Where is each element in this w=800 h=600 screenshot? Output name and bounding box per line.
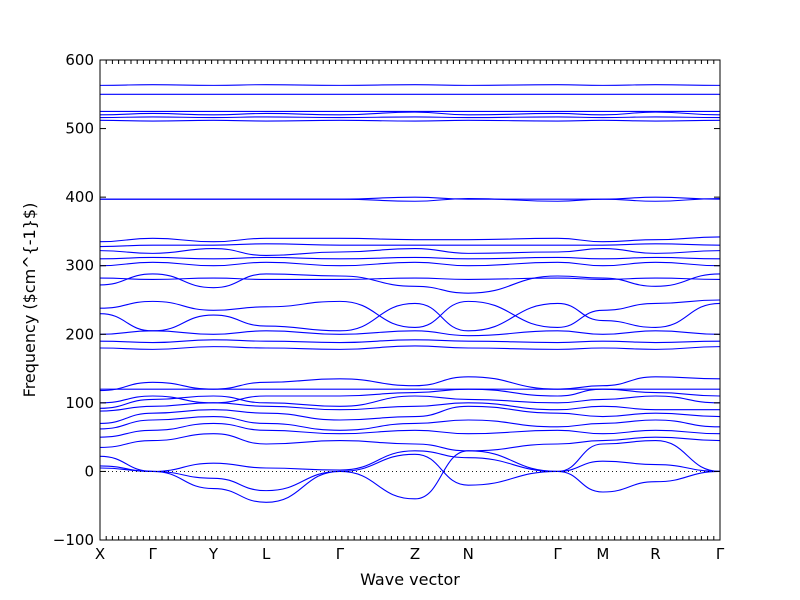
y-tick-label: 0 xyxy=(84,462,94,480)
band-line-10 xyxy=(99,388,721,404)
band-lines xyxy=(99,84,721,503)
y-tick-label: −100 xyxy=(53,531,94,549)
band-line-26 xyxy=(100,197,721,202)
x-tick-label: R xyxy=(650,545,660,563)
band-line-2 xyxy=(99,450,721,500)
band-line-18 xyxy=(99,273,721,294)
band-line-23 xyxy=(99,243,721,248)
x-tick-label: Γ xyxy=(553,545,562,563)
band-line-17 xyxy=(99,299,721,328)
y-tick-label: 200 xyxy=(65,325,94,343)
band-line-32 xyxy=(99,84,721,86)
band-line-19 xyxy=(99,277,721,280)
x-tick-label: N xyxy=(463,545,474,563)
band-line-13 xyxy=(99,345,721,350)
x-tick-label: M xyxy=(596,545,609,563)
band-line-14 xyxy=(99,339,721,344)
y-tick-label: 100 xyxy=(65,394,94,412)
x-tick-label: Z xyxy=(410,545,420,563)
y-tick-label: 300 xyxy=(65,257,94,275)
x-tick-label: Γ xyxy=(149,545,158,563)
plot-frame xyxy=(99,59,721,541)
x-tick-label: Y xyxy=(208,545,219,563)
band-line-24 xyxy=(99,236,721,243)
band-line-28 xyxy=(99,116,721,119)
band-line-4 xyxy=(99,433,721,452)
x-tick-label: Γ xyxy=(336,545,345,563)
band-line-9 xyxy=(99,395,721,409)
band-line-29 xyxy=(99,111,721,116)
x-tick-label: Γ xyxy=(716,545,725,563)
band-line-3 xyxy=(99,440,721,503)
band-line-20 xyxy=(99,261,721,267)
band-line-8 xyxy=(99,402,721,412)
band-line-21 xyxy=(99,256,721,260)
band-line-11 xyxy=(99,376,721,392)
x-axis-title: Wave vector xyxy=(360,570,460,589)
band-line-27 xyxy=(99,119,721,122)
y-tick-label: 600 xyxy=(65,51,94,69)
band-line-6 xyxy=(99,416,721,431)
band-line-5 xyxy=(99,422,721,438)
band-line-15 xyxy=(99,330,721,337)
y-tick-label: 400 xyxy=(65,188,94,206)
band-line-7 xyxy=(99,405,721,424)
x-tick-label: L xyxy=(262,545,271,563)
y-axis-ticks: −100 0 100 200 300 400 500 600 xyxy=(53,51,720,549)
y-axis-title: Frequency ($cm^{-1}$) xyxy=(20,203,39,398)
band-line-16 xyxy=(99,302,721,332)
band-line-22 xyxy=(99,248,721,256)
band-line-1 xyxy=(99,450,721,472)
x-tick-label: X xyxy=(95,545,105,563)
y-tick-label: 500 xyxy=(65,120,94,138)
